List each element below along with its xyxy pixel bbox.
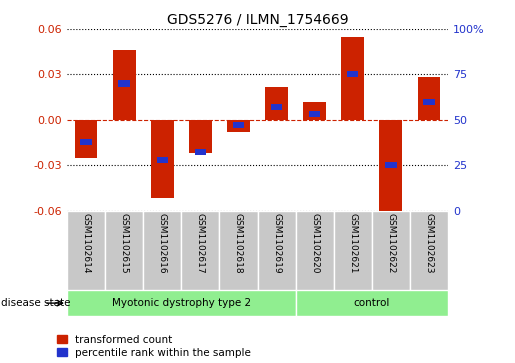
Text: Myotonic dystrophy type 2: Myotonic dystrophy type 2 [112, 298, 251, 308]
Bar [189, 120, 212, 153]
Bar [195, 150, 206, 155]
Bar [271, 104, 282, 110]
Legend: transformed count, percentile rank within the sample: transformed count, percentile rank withi… [57, 335, 251, 358]
Text: GSM1102615: GSM1102615 [119, 213, 129, 274]
Bar [296, 211, 334, 290]
Bar [380, 120, 402, 218]
Text: control: control [354, 298, 390, 308]
Text: GSM1102623: GSM1102623 [424, 213, 434, 273]
Bar [227, 120, 250, 132]
Bar [105, 211, 143, 290]
Text: GSM1102621: GSM1102621 [348, 213, 357, 273]
Bar [303, 102, 326, 120]
Bar [219, 211, 258, 290]
Bar [418, 77, 440, 120]
Title: GDS5276 / ILMN_1754669: GDS5276 / ILMN_1754669 [167, 13, 348, 26]
Bar [67, 211, 105, 290]
Bar [151, 120, 174, 199]
Bar [157, 157, 168, 163]
Bar [75, 120, 97, 158]
Bar [181, 211, 219, 290]
Bar [410, 211, 448, 290]
Bar [67, 290, 296, 316]
Text: GSM1102622: GSM1102622 [386, 213, 396, 273]
Text: GSM1102614: GSM1102614 [81, 213, 91, 273]
Bar [423, 99, 435, 105]
Text: GSM1102616: GSM1102616 [158, 213, 167, 274]
Text: GSM1102619: GSM1102619 [272, 213, 281, 274]
Bar [341, 37, 364, 120]
Bar [385, 162, 397, 168]
Bar [118, 81, 130, 86]
Bar [309, 111, 320, 117]
Bar [372, 211, 410, 290]
Bar [258, 211, 296, 290]
Text: GSM1102618: GSM1102618 [234, 213, 243, 274]
Bar [296, 290, 448, 316]
Text: disease state: disease state [1, 298, 71, 308]
Bar [113, 50, 135, 120]
Bar [334, 211, 372, 290]
Bar [143, 211, 181, 290]
Bar [233, 122, 244, 128]
Bar [265, 86, 288, 120]
Bar [347, 72, 358, 77]
Text: GSM1102617: GSM1102617 [196, 213, 205, 274]
Bar [80, 139, 92, 144]
Text: GSM1102620: GSM1102620 [310, 213, 319, 273]
